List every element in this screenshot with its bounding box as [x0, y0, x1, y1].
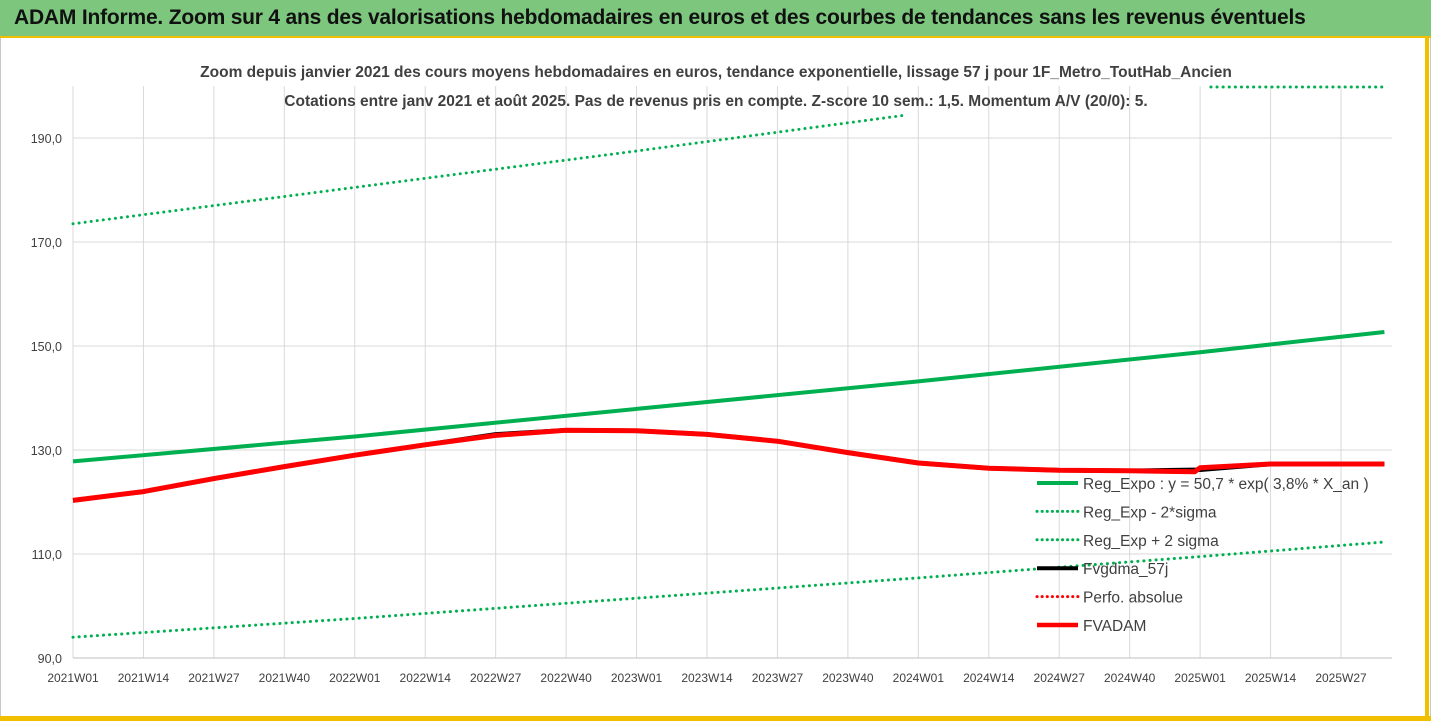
accent-border-right: [1425, 38, 1429, 718]
x-tick-label: 2022W40: [540, 671, 592, 685]
accent-border-bottom: [0, 716, 1431, 721]
x-tick-label: 2023W01: [611, 671, 663, 685]
x-tick-label: 2023W27: [752, 671, 804, 685]
x-tick-label: 2022W27: [470, 671, 522, 685]
series-line-reg-exp-2-sigma: [71, 540, 1386, 639]
series-line-reg-expo-y-50-7-exp-3-8-x-an: [72, 330, 1385, 464]
y-tick-label: 190,0: [31, 132, 62, 146]
legend-label: Reg_Exp - 2*sigma: [1083, 504, 1217, 521]
y-tick-label: 90,0: [38, 652, 62, 666]
legend-label: Reg_Expo : y = 50,7 * exp( 3,8% * X_an ): [1083, 476, 1369, 493]
y-tick-label: 170,0: [31, 236, 62, 250]
x-tick-label: 2022W14: [400, 671, 452, 685]
x-tick-label: 2021W40: [259, 671, 311, 685]
y-tick-label: 150,0: [31, 340, 62, 354]
x-tick-label: 2021W01: [47, 671, 99, 685]
legend-label: FVADAM: [1083, 618, 1146, 635]
legend-label: Perfo. absolue: [1083, 590, 1183, 607]
series-layer: [71, 85, 1386, 639]
x-tick-label: 2025W01: [1174, 671, 1226, 685]
x-tick-label: 2024W01: [893, 671, 945, 685]
y-tick-label: 130,0: [31, 444, 62, 458]
axis-layer: 90,0 110,0 130,0 150,0 170,0 190,0 2021W01 2021…: [31, 132, 1392, 685]
x-tick-label: 2024W27: [1034, 671, 1086, 685]
chart-title: Zoom depuis janvier 2021 des cours moyen…: [200, 64, 1232, 81]
y-tick-label: 110,0: [32, 548, 62, 562]
series-line-reg-exp-2-sigma: [71, 114, 904, 226]
x-tick-label: 2024W40: [1104, 671, 1156, 685]
x-tick-label: 2025W27: [1315, 671, 1367, 685]
x-tick-label: 2023W14: [681, 671, 733, 685]
header-bar: ADAM Informe. Zoom sur 4 ans des valoris…: [0, 0, 1431, 38]
x-tick-label: 2021W27: [188, 671, 240, 685]
x-tick-label: 2023W40: [822, 671, 874, 685]
grid-layer: [72, 86, 1392, 659]
x-tick-label: 2022W01: [329, 671, 381, 685]
chart-subtitle: Cotations entre janv 2021 et août 2025. …: [284, 93, 1147, 110]
x-tick-label: 2025W14: [1245, 671, 1297, 685]
x-tick-label: 2021W14: [118, 671, 170, 685]
page-title: ADAM Informe. Zoom sur 4 ans des valoris…: [14, 6, 1306, 29]
x-tick-label: 2024W14: [963, 671, 1015, 685]
legend: Reg_Expo : y = 50,7 * exp( 3,8% * X_an )…: [1035, 476, 1369, 635]
legend-label: Reg_Exp + 2 sigma: [1083, 533, 1219, 550]
legend-label: Fvgdma_57j: [1083, 561, 1168, 578]
series-line-fvadam: [72, 427, 1385, 503]
